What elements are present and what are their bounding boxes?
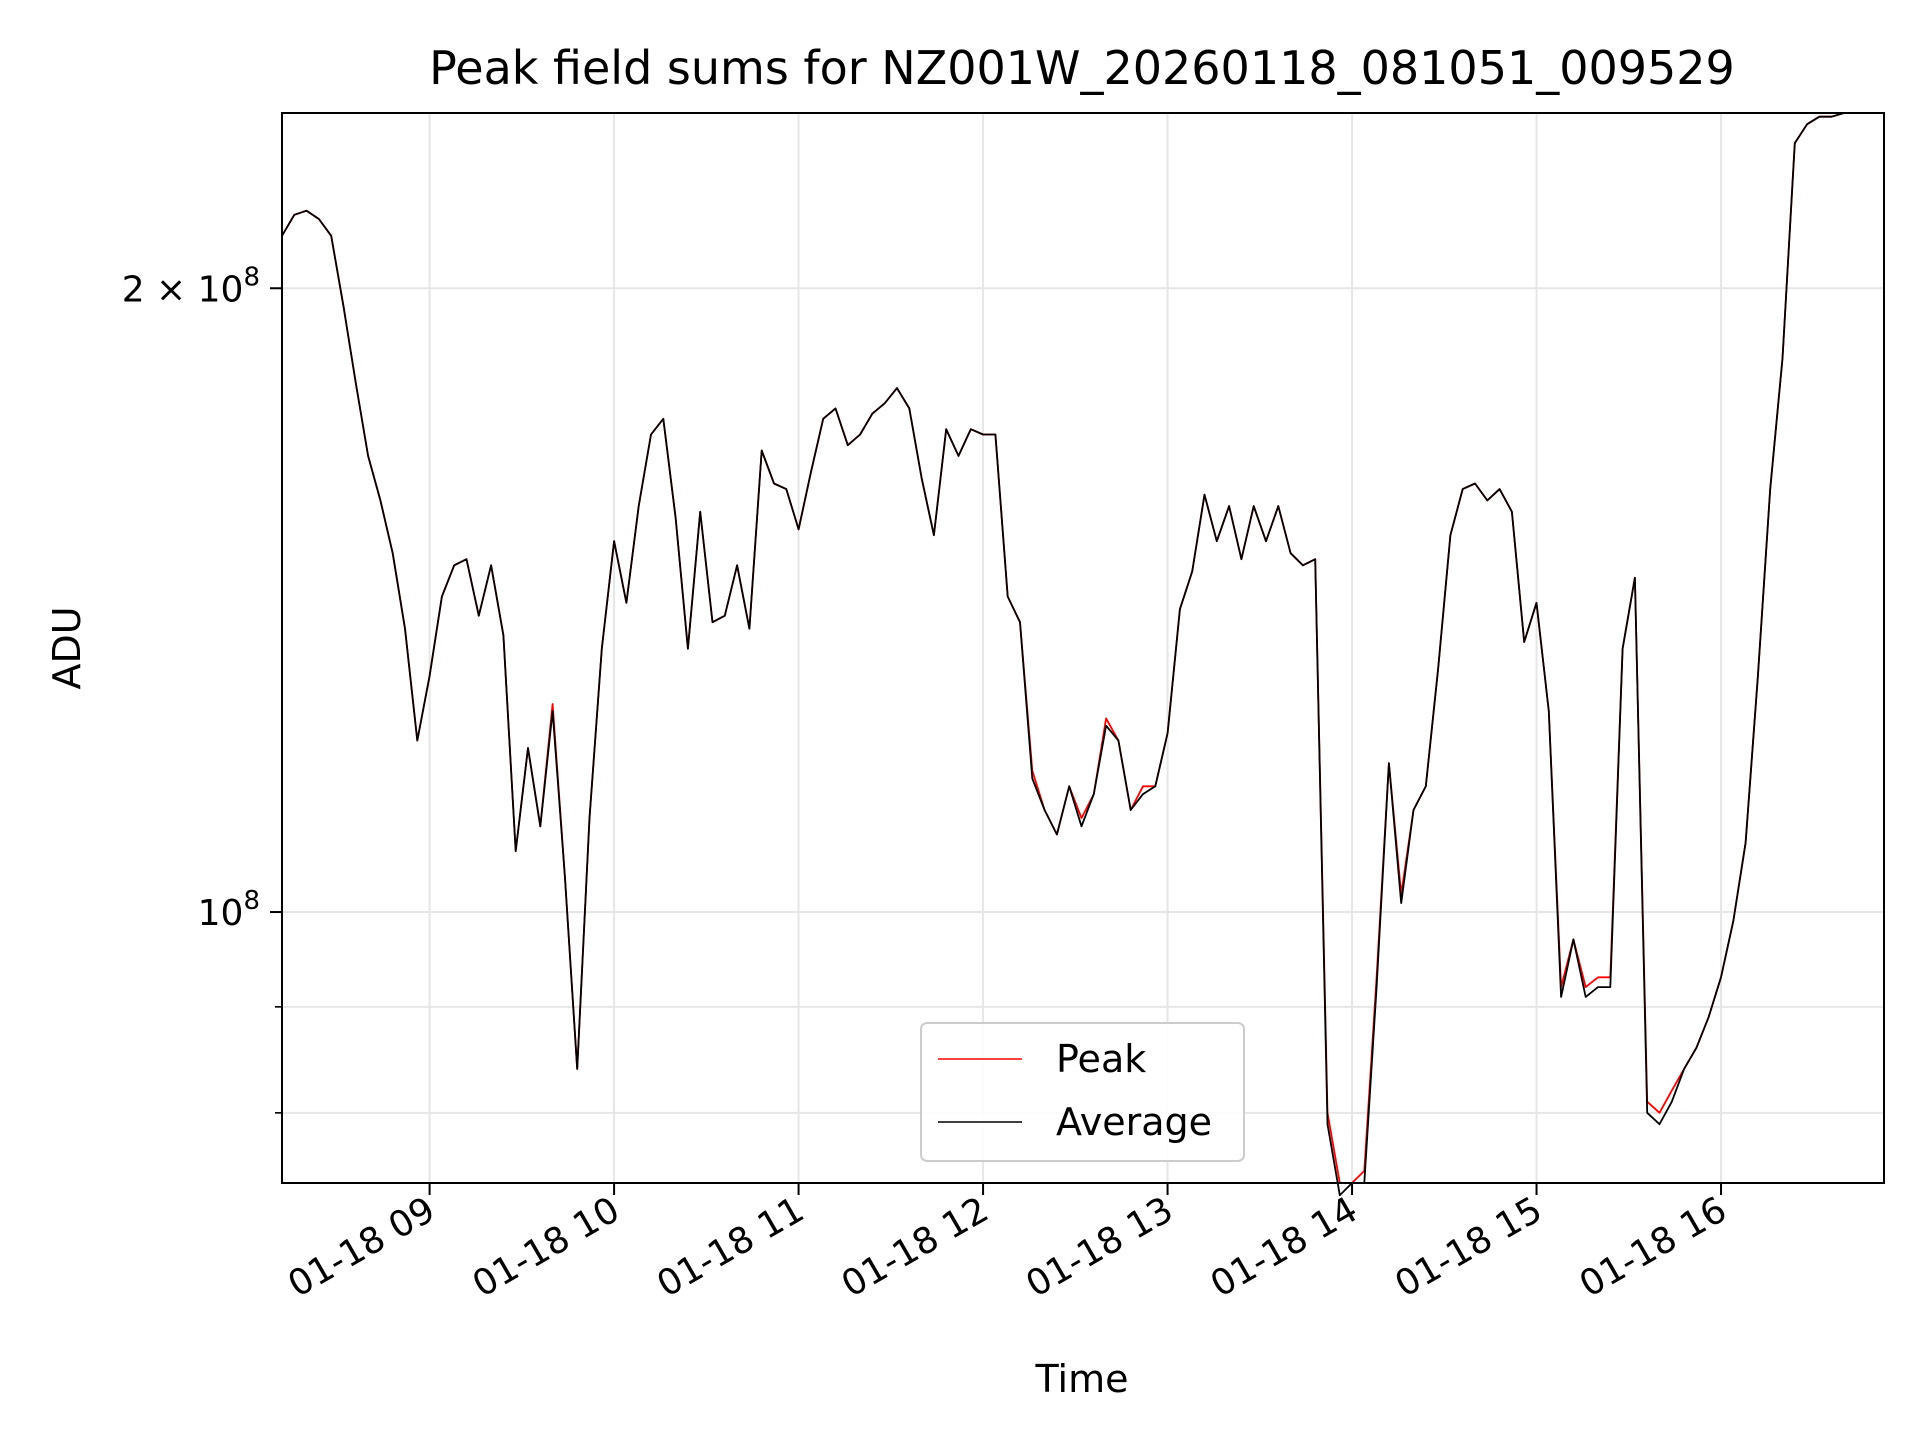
- series-lines: [281, 112, 1845, 1197]
- legend-label-average: Average: [1056, 1100, 1212, 1144]
- series-line-average: [281, 112, 1845, 1197]
- legend: Peak Average: [920, 1022, 1245, 1162]
- y-tick-label: 108: [198, 886, 260, 934]
- plot-frame: [281, 112, 1885, 1184]
- y-axis-label: ADU: [45, 606, 89, 689]
- chart-title: Peak field sums for NZ001W_20260118_0810…: [429, 41, 1735, 95]
- y-tick-label: 2 × 108: [122, 262, 260, 310]
- legend-box: [920, 1022, 1245, 1162]
- y-axis: 108 2 × 108: [122, 262, 282, 1114]
- x-axis-label: Time: [1035, 1357, 1129, 1401]
- legend-label-peak: Peak: [1056, 1037, 1146, 1081]
